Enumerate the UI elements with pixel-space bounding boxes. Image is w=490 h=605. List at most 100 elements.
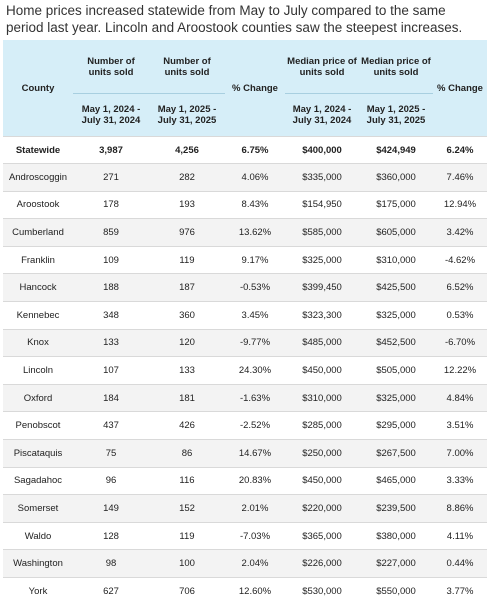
cell-price-2024: $310,000 bbox=[285, 383, 359, 412]
cell-units-2025: 116 bbox=[149, 466, 225, 495]
cell-units-2024: 271 bbox=[73, 163, 149, 192]
header-median-period-2024: May 1, 2024 - July 31, 2024 bbox=[285, 93, 359, 137]
cell-units-2024: 178 bbox=[73, 190, 149, 219]
table-row: York 627 706 12.60% $530,000 $550,000 3.77% bbox=[3, 576, 487, 605]
cell-units-change: 14.67% bbox=[225, 438, 285, 468]
header-period-2025: May 1, 2025 - July 31, 2025 bbox=[149, 93, 225, 137]
table-row: Sagadahoc 96 116 20.83% $450,000 $465,000 3.33… bbox=[3, 466, 487, 495]
cell-price-2025: $325,000 bbox=[359, 300, 433, 330]
header-county: County bbox=[3, 40, 73, 137]
cell-county: Lincoln bbox=[3, 356, 73, 385]
cell-units-2024: 98 bbox=[73, 549, 149, 578]
cell-units-change: 13.62% bbox=[225, 218, 285, 247]
cell-price-2025: $267,500 bbox=[359, 438, 433, 468]
cell-units-2025: 86 bbox=[149, 438, 225, 468]
cell-county: Statewide bbox=[3, 136, 73, 164]
cell-units-2025: 976 bbox=[149, 218, 225, 247]
cell-price-change: 3.51% bbox=[433, 411, 487, 440]
cell-units-change: 24.30% bbox=[225, 356, 285, 385]
cell-price-2025: $360,000 bbox=[359, 163, 433, 192]
cell-price-2024: $485,000 bbox=[285, 328, 359, 357]
cell-county: Cumberland bbox=[3, 218, 73, 247]
cell-county: Knox bbox=[3, 328, 73, 357]
cell-price-change: -4.62% bbox=[433, 245, 487, 274]
cell-units-2024: 133 bbox=[73, 328, 149, 357]
table-row: Waldo 128 119 -7.03% $365,000 $380,000 4.11% bbox=[3, 521, 487, 550]
cell-price-2025: $465,000 bbox=[359, 466, 433, 495]
cell-price-change: 7.46% bbox=[433, 163, 487, 192]
cell-units-2024: 149 bbox=[73, 494, 149, 523]
home-sales-table: County Number of units sold Number of un… bbox=[3, 40, 487, 605]
table-row: Androscoggin 271 282 4.06% $335,000 $360,000 7… bbox=[3, 163, 487, 192]
cell-units-change: 8.43% bbox=[225, 190, 285, 219]
cell-units-2024: 3,987 bbox=[73, 136, 149, 164]
header-median-2025: Median price of units sold bbox=[359, 40, 433, 94]
cell-units-2025: 360 bbox=[149, 300, 225, 330]
cell-price-change: 12.94% bbox=[433, 190, 487, 219]
cell-price-2025: $424,949 bbox=[359, 136, 433, 164]
table-header: County Number of units sold Number of un… bbox=[3, 40, 487, 137]
cell-units-change: 2.04% bbox=[225, 549, 285, 578]
header-price-change: % Change bbox=[433, 40, 487, 137]
cell-county: Franklin bbox=[3, 245, 73, 274]
cell-units-change: -1.63% bbox=[225, 383, 285, 412]
cell-units-2025: 4,256 bbox=[149, 136, 225, 164]
cell-price-2024: $323,300 bbox=[285, 300, 359, 330]
header-units-2025: Number of units sold bbox=[149, 40, 225, 94]
cell-price-change: 0.53% bbox=[433, 300, 487, 330]
cell-price-2025: $425,500 bbox=[359, 273, 433, 302]
cell-price-2024: $154,950 bbox=[285, 190, 359, 219]
cell-price-2024: $325,000 bbox=[285, 245, 359, 274]
cell-county: Oxford bbox=[3, 383, 73, 412]
cell-units-2025: 706 bbox=[149, 576, 225, 605]
cell-units-change: 20.83% bbox=[225, 466, 285, 495]
cell-units-2024: 109 bbox=[73, 245, 149, 274]
cell-price-2024: $250,000 bbox=[285, 438, 359, 468]
cell-price-change: 6.52% bbox=[433, 273, 487, 302]
table-row: Lincoln 107 133 24.30% $450,000 $505,000 12.22… bbox=[3, 356, 487, 385]
cell-county: Piscataquis bbox=[3, 438, 73, 468]
cell-units-change: 12.60% bbox=[225, 576, 285, 605]
cell-price-2025: $310,000 bbox=[359, 245, 433, 274]
cell-price-change: 4.11% bbox=[433, 521, 487, 550]
cell-units-2024: 96 bbox=[73, 466, 149, 495]
cell-price-change: 4.84% bbox=[433, 383, 487, 412]
cell-county: York bbox=[3, 576, 73, 605]
cell-county: Somerset bbox=[3, 494, 73, 523]
statewide-row: Statewide 3,987 4,256 6.75% $400,000 $424,949… bbox=[3, 136, 487, 164]
cell-price-2025: $452,500 bbox=[359, 328, 433, 357]
cell-price-change: 7.00% bbox=[433, 438, 487, 468]
cell-units-2025: 187 bbox=[149, 273, 225, 302]
header-units-change: % Change bbox=[225, 40, 285, 137]
cell-units-2024: 859 bbox=[73, 218, 149, 247]
cell-price-2024: $226,000 bbox=[285, 549, 359, 578]
table-row: Cumberland 859 976 13.62% $585,000 $605,000 3.… bbox=[3, 218, 487, 247]
cell-price-change: 3.77% bbox=[433, 576, 487, 605]
cell-price-2025: $605,000 bbox=[359, 218, 433, 247]
cell-units-change: -9.77% bbox=[225, 328, 285, 357]
cell-price-2025: $325,000 bbox=[359, 383, 433, 412]
cell-price-2024: $450,000 bbox=[285, 356, 359, 385]
cell-units-2025: 426 bbox=[149, 411, 225, 440]
header-median-2024: Median price of units sold bbox=[285, 40, 359, 94]
cell-units-2024: 128 bbox=[73, 521, 149, 550]
table-row: Franklin 109 119 9.17% $325,000 $310,000 -4.62… bbox=[3, 245, 487, 274]
table-row: Somerset 149 152 2.01% $220,000 $239,500 8.86% bbox=[3, 494, 487, 523]
cell-county: Androscoggin bbox=[3, 163, 73, 192]
cell-units-2025: 152 bbox=[149, 494, 225, 523]
cell-county: Hancock bbox=[3, 273, 73, 302]
cell-price-change: 8.86% bbox=[433, 494, 487, 523]
cell-price-2025: $227,000 bbox=[359, 549, 433, 578]
cell-units-2025: 120 bbox=[149, 328, 225, 357]
cell-price-2025: $239,500 bbox=[359, 494, 433, 523]
cell-county: Washington bbox=[3, 549, 73, 578]
cell-county: Waldo bbox=[3, 521, 73, 550]
cell-units-2025: 193 bbox=[149, 190, 225, 219]
table-row: Washington 98 100 2.04% $226,000 $227,000 0.44… bbox=[3, 549, 487, 578]
table-row: Knox 133 120 -9.77% $485,000 $452,500 -6.70% bbox=[3, 328, 487, 357]
cell-price-change: 12.22% bbox=[433, 356, 487, 385]
cell-price-2025: $175,000 bbox=[359, 190, 433, 219]
table-row: Piscataquis 75 86 14.67% $250,000 $267,500 7.0… bbox=[3, 438, 487, 468]
cell-price-2024: $530,000 bbox=[285, 576, 359, 605]
cell-units-2025: 181 bbox=[149, 383, 225, 412]
